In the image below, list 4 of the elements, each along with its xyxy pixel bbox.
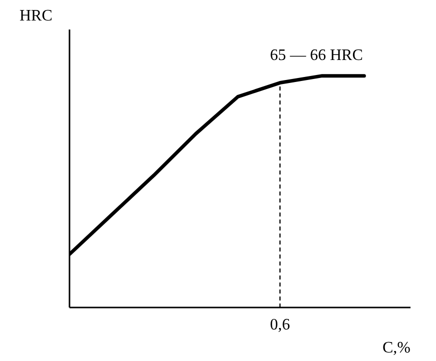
text: 0,6 — [270, 316, 290, 334]
annotation: 65 — 66 HRC — [270, 46, 363, 64]
x-axis-title: C,% — [382, 340, 410, 356]
y-axis-title: HRC — [20, 8, 52, 24]
